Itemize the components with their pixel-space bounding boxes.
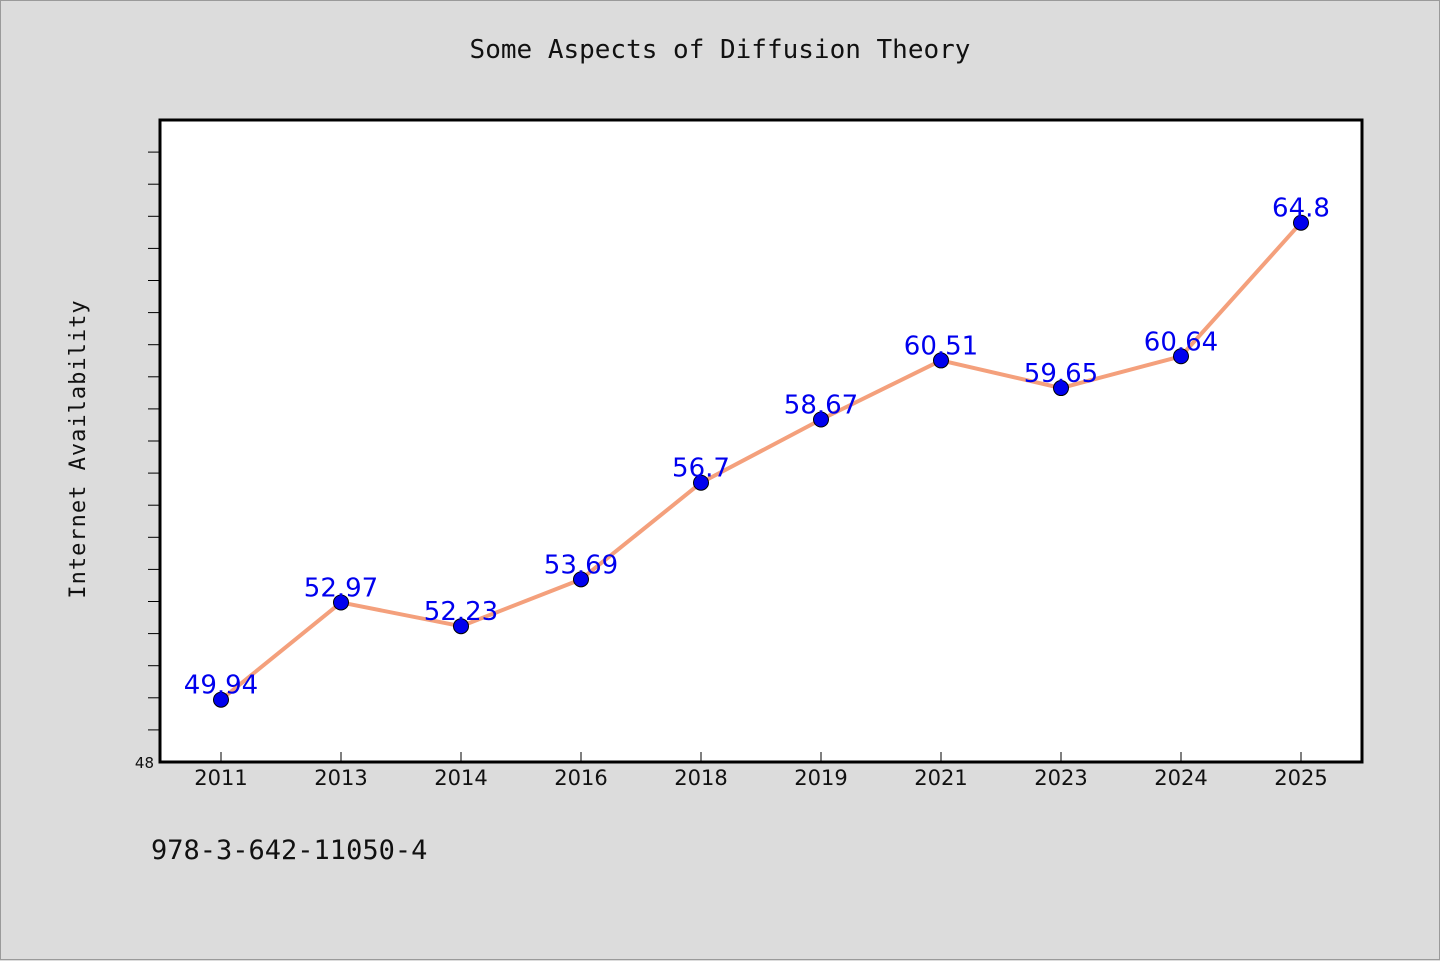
data-point — [1053, 380, 1069, 397]
data-point — [693, 474, 709, 491]
x-tick-label: 2023 — [1034, 766, 1087, 790]
x-tick-label: 2013 — [314, 766, 367, 790]
data-point — [1293, 214, 1309, 231]
footer-text: 978-3-642-11050-4 — [151, 835, 428, 866]
x-tick-label: 2021 — [914, 766, 967, 790]
data-label: 53.69 — [544, 550, 618, 580]
series-line — [219, 220, 1303, 702]
data-point — [573, 571, 589, 588]
x-axis-ticks: 2011 2013 2014 2016 2018 2019 2021 2023 2024 2025 — [194, 752, 1328, 790]
data-label: 52.97 — [304, 573, 378, 603]
data-label: 60.51 — [904, 331, 978, 361]
data-point — [333, 594, 349, 611]
y-tick-label: 48 — [135, 754, 154, 772]
data-point — [453, 618, 469, 635]
data-label: 59.65 — [1024, 359, 1098, 389]
plot-area — [158, 118, 1364, 764]
data-label: 64.8 — [1272, 194, 1330, 224]
y-axis-ticks: 48 — [135, 151, 160, 772]
data-point — [213, 691, 229, 708]
x-tick-label: 2016 — [554, 766, 607, 790]
data-label: 58.67 — [784, 390, 858, 420]
y-axis-label: Internet Availability — [66, 299, 91, 598]
data-point — [933, 352, 949, 369]
data-point — [813, 411, 829, 428]
series-layer: 49.94 52.97 52.23 53.69 56.7 58.67 60.51 59.65 6… — [184, 194, 1330, 708]
data-label: 52.23 — [424, 597, 498, 627]
data-label: 60.64 — [1144, 327, 1218, 357]
x-tick-label: 2025 — [1274, 766, 1327, 790]
data-point — [1173, 348, 1189, 365]
x-tick-label: 2019 — [794, 766, 847, 790]
data-label: 56.7 — [672, 454, 730, 484]
chart-title: Some Aspects of Diffusion Theory — [469, 35, 971, 65]
x-tick-label: 2011 — [194, 766, 247, 790]
x-tick-label: 2014 — [434, 766, 487, 790]
data-label: 49.94 — [184, 671, 258, 701]
x-tick-label: 2024 — [1154, 766, 1207, 790]
x-tick-label: 2018 — [674, 766, 727, 790]
